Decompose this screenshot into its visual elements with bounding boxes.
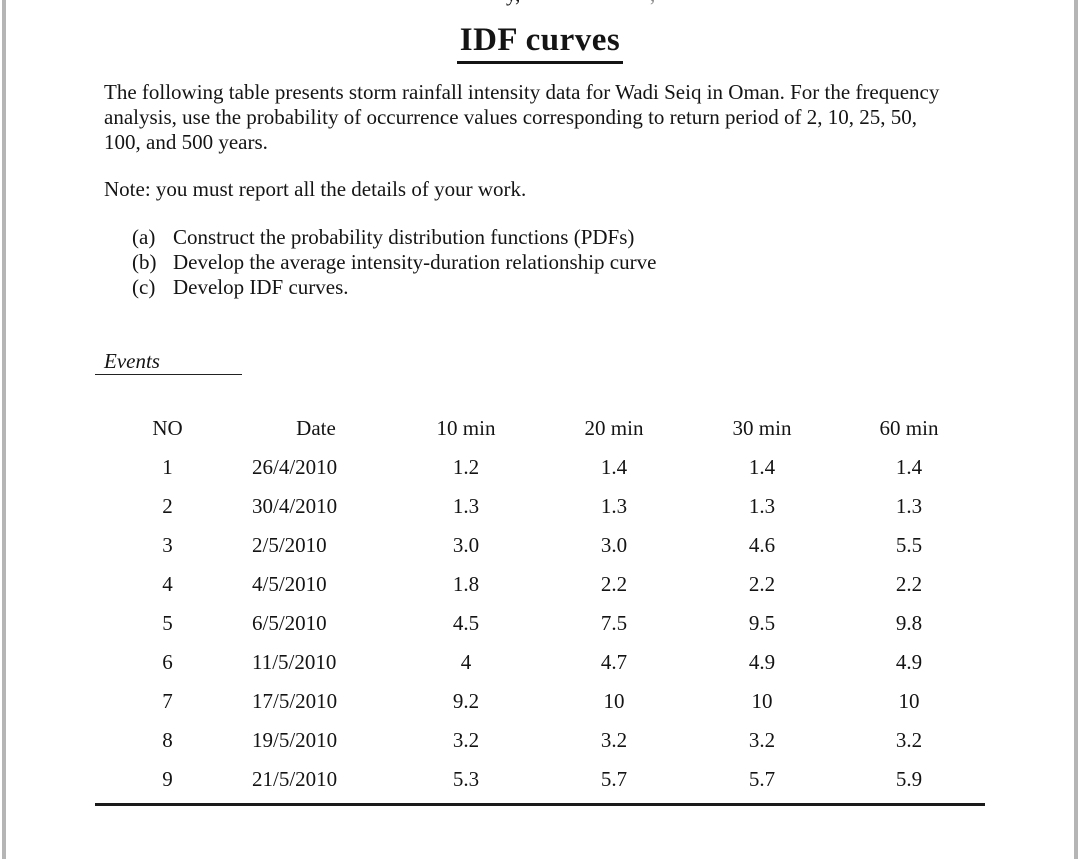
table-cell: 5.9 xyxy=(895,767,923,791)
table-cell: 1.4 xyxy=(895,455,923,479)
page-edge-left xyxy=(2,0,6,859)
clipped-text-fragment: y, xyxy=(506,0,520,7)
table-cell: 3.0 xyxy=(600,533,628,557)
intro-paragraph: The following table presents storm rainf… xyxy=(104,80,1004,155)
table-cell: 1.2 xyxy=(452,455,480,479)
table-cell: 1.4 xyxy=(748,455,776,479)
table-cell: 1.3 xyxy=(748,494,776,518)
table-cell: 3.2 xyxy=(895,728,923,752)
table-header-cell: 60 min xyxy=(879,416,939,440)
table-cell-date: 30/4/2010 xyxy=(252,494,338,518)
intro-line: The following table presents storm rainf… xyxy=(104,80,940,104)
table-cell: 10 xyxy=(751,689,773,713)
table-cell: 2.2 xyxy=(748,572,776,596)
table-cell: 3.2 xyxy=(748,728,776,752)
table-row: 1 26/4/2010 1.2 1.4 1.4 1.4 xyxy=(95,448,982,487)
table-cell: 2 xyxy=(162,494,173,518)
table-cell: 5.7 xyxy=(600,767,628,791)
task-list: (a) Construct the probability distributio… xyxy=(132,225,656,300)
table-cell: 10 xyxy=(898,689,920,713)
table-cell: 3.2 xyxy=(452,728,480,752)
table-cell: 4.9 xyxy=(748,650,776,674)
table-row: 9 21/5/2010 5.3 5.7 5.7 5.9 xyxy=(95,760,982,799)
table-cell: 2.2 xyxy=(895,572,923,596)
intro-line: 100, and 500 years. xyxy=(104,130,268,154)
intro-line: analysis, use the probability of occurre… xyxy=(104,105,917,129)
table-cell-date: 21/5/2010 xyxy=(252,767,338,791)
table-cell: 4.7 xyxy=(600,650,628,674)
table-header-cell: NO xyxy=(152,416,183,440)
table-cell-date: 6/5/2010 xyxy=(252,611,327,635)
table-cell: 8 xyxy=(162,728,173,752)
task-label: (c) xyxy=(132,275,156,299)
task-text: Develop the average intensity-duration r… xyxy=(173,250,657,274)
table-row: 7 17/5/2010 9.2 10 10 10 xyxy=(95,682,982,721)
table-cell: 4.9 xyxy=(895,650,923,674)
table-cell: 10 xyxy=(603,689,625,713)
table-row: 6 11/5/2010 4 4.7 4.9 4.9 xyxy=(95,643,982,682)
clipped-text-fragment: , xyxy=(650,0,655,7)
events-caption: Events xyxy=(95,348,242,375)
table-row: 2 30/4/2010 1.3 1.3 1.3 1.3 xyxy=(95,487,982,526)
table-row: 8 19/5/2010 3.2 3.2 3.2 3.2 xyxy=(95,721,982,760)
table-cell-date: 17/5/2010 xyxy=(252,689,338,713)
table-cell: 9.8 xyxy=(895,611,923,635)
page-title: IDF curves xyxy=(95,22,985,64)
table-cell: 7 xyxy=(162,689,173,713)
table-cell: 9.5 xyxy=(748,611,776,635)
table-row: 5 6/5/2010 4.5 7.5 9.5 9.8 xyxy=(95,604,982,643)
table-cell: 5.3 xyxy=(452,767,480,791)
table-cell: 1.3 xyxy=(452,494,480,518)
task-label: (b) xyxy=(132,250,157,274)
task-text: Develop IDF curves. xyxy=(173,275,349,299)
table-bottom-rule xyxy=(95,803,985,806)
table-cell-date: 4/5/2010 xyxy=(252,572,327,596)
table-cell-date: 19/5/2010 xyxy=(252,728,338,752)
table-cell: 1.8 xyxy=(452,572,480,596)
table-cell: 2.2 xyxy=(600,572,628,596)
table-cell: 1.3 xyxy=(895,494,923,518)
table-cell: 4 xyxy=(162,572,173,596)
table-cell: 1 xyxy=(162,455,173,479)
table-cell: 3.0 xyxy=(452,533,480,557)
table-cell: 3 xyxy=(162,533,173,557)
note-text: Note: you must report all the details of… xyxy=(104,177,527,201)
table-cell-date: 26/4/2010 xyxy=(252,455,338,479)
task-item: (c) Develop IDF curves. xyxy=(132,275,656,300)
table-cell: 3.2 xyxy=(600,728,628,752)
task-label: (a) xyxy=(132,225,156,249)
table-cell: 1.4 xyxy=(600,455,628,479)
table-row: 4 4/5/2010 1.8 2.2 2.2 2.2 xyxy=(95,565,982,604)
table-cell-date: 2/5/2010 xyxy=(252,533,327,557)
table-cell: 4.5 xyxy=(452,611,480,635)
table-header-cell: 30 min xyxy=(732,416,792,440)
page-edge-right xyxy=(1074,0,1078,859)
table-cell: 5.5 xyxy=(895,533,923,557)
page-title-text: IDF curves xyxy=(456,22,624,64)
table-cell-date: 11/5/2010 xyxy=(252,650,337,674)
table-cell: 5 xyxy=(162,611,173,635)
rainfall-table: NO Date 10 min 20 min 30 min 60 min 1 26/4/2010… xyxy=(95,409,982,799)
table-cell: 7.5 xyxy=(600,611,628,635)
table-cell: 9 xyxy=(162,767,173,791)
table-cell: 5.7 xyxy=(748,767,776,791)
table-cell: 6 xyxy=(162,650,173,674)
table-header-cell: 20 min xyxy=(584,416,644,440)
task-item: (a) Construct the probability distributio… xyxy=(132,225,656,250)
events-caption-text: Events xyxy=(104,349,160,373)
task-text: Construct the probability distribution f… xyxy=(173,225,635,249)
table-header-cell: Date xyxy=(296,416,336,440)
table-cell: 9.2 xyxy=(452,689,480,713)
table-cell: 4.6 xyxy=(748,533,776,557)
table-header-cell: 10 min xyxy=(436,416,496,440)
table-cell: 1.3 xyxy=(600,494,628,518)
table-header-row: NO Date 10 min 20 min 30 min 60 min xyxy=(95,409,982,448)
table-cell: 4 xyxy=(460,650,472,674)
task-item: (b) Develop the average intensity-duratio… xyxy=(132,250,656,275)
table-row: 3 2/5/2010 3.0 3.0 4.6 5.5 xyxy=(95,526,982,565)
